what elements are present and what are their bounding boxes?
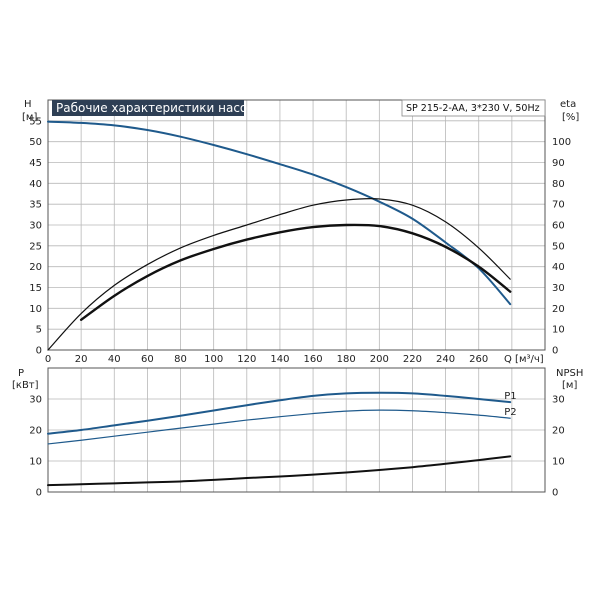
y-right-tick-label: 100 (552, 137, 571, 148)
power-p1-curve (47, 391, 512, 435)
y-right-tick-label: 10 (552, 457, 565, 468)
y-left-tick-label: 0 (36, 346, 42, 357)
x-tick-label: 100 (204, 354, 223, 365)
y-right-tick-label: 10 (552, 325, 565, 336)
y-right-tick-label: 0 (552, 488, 558, 499)
efficiency-curve-thin (47, 198, 511, 351)
y-left-tick-label: 5 (36, 325, 42, 336)
x-tick-label: 260 (469, 354, 488, 365)
y-right-tick-label: 60 (552, 221, 565, 232)
x-tick-label: 20 (75, 354, 88, 365)
plot-frame (47, 367, 546, 493)
x-tick-label: 180 (337, 354, 356, 365)
y-right-tick-label: 20 (552, 304, 565, 315)
y-right-tick-label: 70 (552, 200, 565, 211)
y-left-tick-label: 10 (29, 457, 42, 468)
y-left-axis-label: H (24, 99, 32, 110)
y-left-axis-unit: [м] (22, 112, 37, 123)
y-right-tick-label: 80 (552, 179, 565, 190)
y-left-tick-label: 40 (29, 179, 42, 190)
x-axis-label: Q [м³/ч] (504, 354, 544, 365)
y-right-axis-unit: [м] (562, 380, 577, 391)
y-right-axis-label: NPSH (556, 368, 583, 379)
power-p2-curve (47, 409, 511, 445)
y-left-tick-label: 10 (29, 304, 42, 315)
y-right-tick-label: 40 (552, 262, 565, 273)
x-tick-label: 200 (370, 354, 389, 365)
x-tick-label: 140 (270, 354, 289, 365)
head-curve (47, 120, 512, 306)
x-tick-label: 220 (403, 354, 422, 365)
y-right-tick-label: 50 (552, 241, 565, 252)
y-left-tick-label: 0 (36, 488, 42, 499)
y-right-tick-label: 90 (552, 158, 565, 169)
x-tick-label: 80 (174, 354, 187, 365)
x-tick-label: 240 (436, 354, 455, 365)
y-right-tick-label: 20 (552, 426, 565, 437)
npsh-curve (47, 455, 512, 487)
x-tick-label: 120 (237, 354, 256, 365)
efficiency-curve-thick (79, 223, 512, 321)
model-label: SP 215-2-AA, 3*230 V, 50Hz (406, 103, 540, 114)
y-left-tick-label: 20 (29, 262, 42, 273)
y-right-tick-label: 0 (552, 346, 558, 357)
x-tick-label: 0 (45, 354, 51, 365)
y-right-tick-label: 30 (552, 283, 565, 294)
plot-frame (47, 99, 546, 351)
chart-title-box (52, 100, 244, 116)
y-left-tick-label: 45 (29, 158, 42, 169)
y-left-axis-label: P (18, 368, 24, 379)
series-label-p2: P2 (504, 407, 516, 418)
model-label-box (401, 99, 546, 117)
y-right-axis-unit: [%] (562, 112, 579, 123)
y-left-tick-label: 55 (29, 116, 42, 127)
y-left-tick-label: 30 (29, 395, 42, 406)
y-left-tick-label: 20 (29, 426, 42, 437)
y-left-tick-label: 50 (29, 137, 42, 148)
y-left-tick-label: 35 (29, 200, 42, 211)
y-right-tick-label: 30 (552, 395, 565, 406)
y-right-axis-label: eta (560, 99, 576, 110)
x-tick-label: 160 (304, 354, 323, 365)
y-left-axis-unit: [кВт] (12, 380, 39, 391)
y-left-tick-label: 30 (29, 221, 42, 232)
chart-title: Рабочие характеристики насоса (56, 101, 261, 115)
series-label-p1: P1 (504, 391, 516, 402)
x-tick-label: 60 (141, 354, 154, 365)
y-left-tick-label: 15 (29, 283, 42, 294)
x-tick-label: 40 (108, 354, 121, 365)
y-left-tick-label: 25 (29, 241, 42, 252)
